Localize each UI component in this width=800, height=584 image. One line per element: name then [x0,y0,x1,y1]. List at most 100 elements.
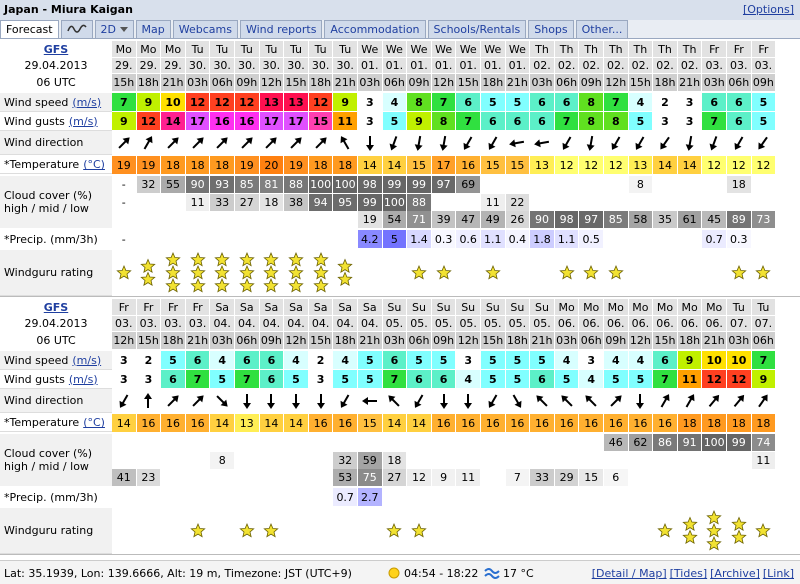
wind-arrow [585,395,597,407]
rating-stars [657,522,673,538]
cloud-cover: 47 [456,211,480,228]
wind-speed: 9 [333,93,357,111]
unit-link[interactable]: (°C) [83,416,105,429]
temperature: 14 [407,414,431,432]
footer-link[interactable]: [Archive] [710,567,760,580]
wind-arrow-cell [210,389,234,413]
temperature: 16 [481,414,505,432]
rating [186,508,210,554]
wind-gusts: 3 [653,112,677,130]
rating [161,250,185,296]
day: Mo [702,299,726,315]
cloud-cover: 39 [431,211,456,228]
wind-arrow [216,137,228,149]
wind-speed: 6 [382,351,407,369]
divider [0,296,800,297]
tab[interactable]: Accommodation [324,20,426,38]
date: 02. [677,58,702,73]
wind-arrow-cell [506,389,530,413]
wind-arrow-cell [186,389,210,413]
date: 07. [727,316,751,331]
wind-arrow [191,395,204,407]
tab[interactable]: Forecast [0,20,59,38]
date: 06. [579,316,603,331]
wind-arrow [340,394,350,408]
wind-arrow-cell [579,389,603,413]
footer-link[interactable]: [Tides] [669,567,708,580]
wind-arrow-cell [383,389,407,413]
temperature: 19 [112,156,136,174]
wind-arrow [439,135,448,151]
wind-speed: 3 [677,93,702,111]
wind-speed: 6 [185,351,210,369]
wind-arrow [586,135,595,151]
precipitation: 0.7 [702,230,726,248]
label: Wind direction [4,136,84,149]
cloud-cover: 19 [358,211,382,228]
row-label: Wind gusts (m/s) [0,112,112,131]
tab[interactable]: Wind reports [239,20,323,38]
tab[interactable]: Webcams [172,20,238,38]
day: Tu [751,299,776,315]
tab[interactable]: Map [135,20,171,38]
model[interactable]: GFS [43,42,69,56]
rating-stars [239,251,255,293]
date: 02. [530,58,554,73]
unit-link[interactable]: (m/s) [68,372,98,386]
dropdown-icon [119,27,128,32]
label: Wind speed [4,353,69,367]
precipitation: 5 [382,230,407,248]
day: Sa [358,299,382,315]
wind-arrow-cell [530,131,554,155]
wind-arrow [167,137,179,149]
rating [235,508,259,554]
hour: 21h [505,74,530,91]
wind-arrow-cell [702,389,726,413]
cloud-cover: 22 [505,194,530,211]
hour: 03h [358,74,382,91]
tab[interactable]: Schools/Rentals [427,20,527,38]
footer-link[interactable]: [Link] [762,567,794,580]
wind-gusts: 3 [677,112,702,130]
tab[interactable]: Shops [528,20,574,38]
date: 01. [505,58,530,73]
unit-link[interactable]: (m/s) [68,114,98,128]
day: Su [431,299,456,315]
unit-link[interactable]: (m/s) [72,353,102,367]
day: We [456,41,480,57]
wind-speed: 10 [727,351,751,369]
temperature: 13 [235,414,259,432]
footer-link[interactable]: [Detail / Map] [591,567,667,580]
day: Fr [751,41,776,57]
day: Su [456,299,480,315]
wind-arrow [560,395,573,407]
options-link[interactable]: [Options] [742,3,794,16]
hour: 12h [259,74,284,91]
wind-gusts: 12 [136,112,161,130]
day: Mo [677,299,702,315]
cloud-cover: 33 [210,194,234,211]
temperature: 16 [431,414,456,432]
wind-speed: 5 [358,351,382,369]
day: Th [677,41,702,57]
wind-gusts: 6 [431,370,456,388]
date: 05. [431,316,456,331]
tab[interactable]: 2D [94,20,134,38]
model[interactable]: GFS [43,300,69,314]
unit-link[interactable]: (m/s) [72,95,102,109]
tab-icon[interactable] [60,20,93,38]
day: Sa [333,299,357,315]
date: 03. [112,316,136,331]
wind-speed: 4 [628,93,653,111]
temperature: 18 [161,156,185,174]
cloud-cover: 100 [382,194,407,211]
label: *Temperature [4,416,80,429]
wind-arrow [488,394,498,408]
wind-arrow [361,397,377,405]
tab[interactable]: Other... [575,20,629,38]
unit-link[interactable]: (°C) [83,158,105,171]
cloud-cover: 98 [358,176,382,193]
wind-arrow [536,395,548,407]
spot-title: Japan - Miura Kaigan [4,3,133,16]
wind-arrow [365,136,374,151]
